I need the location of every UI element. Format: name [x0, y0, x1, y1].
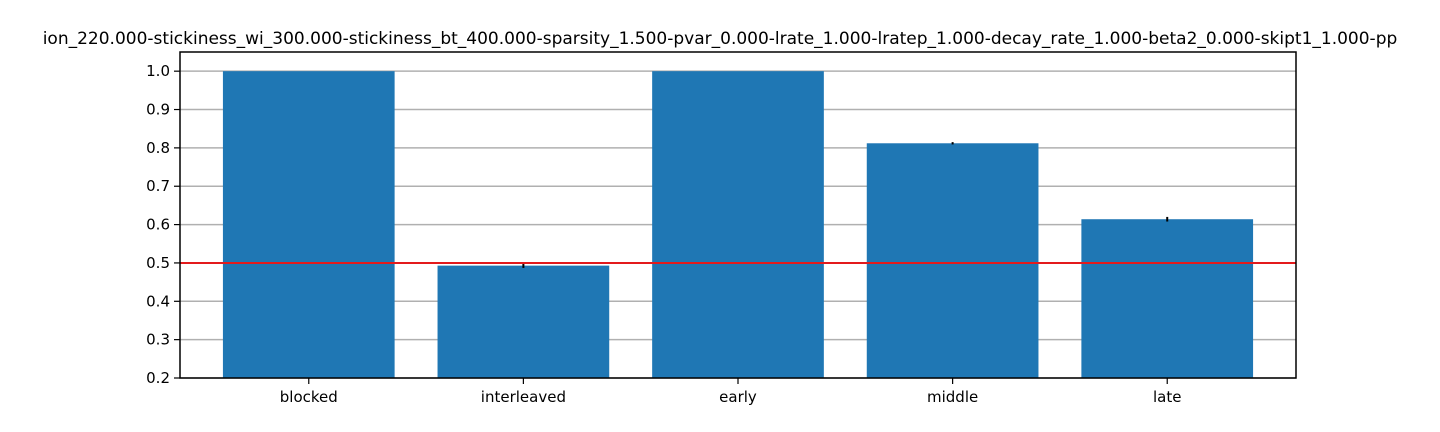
bar-interleaved [437, 265, 610, 378]
bar-blocked [222, 71, 395, 379]
x-tick-label: late [1153, 388, 1181, 406]
error-bars [522, 142, 1169, 268]
y-tick-label: 0.2 [146, 369, 170, 387]
y-tick-label: 0.8 [146, 139, 170, 157]
x-tick-label: early [719, 388, 757, 406]
bar-early [652, 71, 824, 379]
y-tick-label: 0.3 [146, 331, 170, 349]
x-tick-label: interleaved [481, 388, 566, 406]
y-tick-label: 1.0 [146, 62, 170, 80]
y-axis: 0.2 0.3 0.4 0.5 0.6 0.7 0.8 0.9 1.0 [146, 62, 180, 387]
y-tick-label: 0.9 [146, 101, 170, 119]
x-tick-label: middle [927, 388, 978, 406]
bar-middle [866, 143, 1039, 378]
x-tick-label: blocked [280, 388, 338, 406]
y-tick-label: 0.4 [146, 292, 170, 310]
y-tick-label: 0.5 [146, 254, 170, 272]
y-tick-label: 0.7 [146, 177, 170, 195]
bars [222, 71, 1254, 379]
x-axis: blocked interleaved early middle late [280, 378, 1181, 406]
y-tick-label: 0.6 [146, 216, 170, 234]
bar-late [1081, 219, 1254, 378]
chart-title: ion_220.000-stickiness_wi_300.000-sticki… [42, 29, 1398, 49]
